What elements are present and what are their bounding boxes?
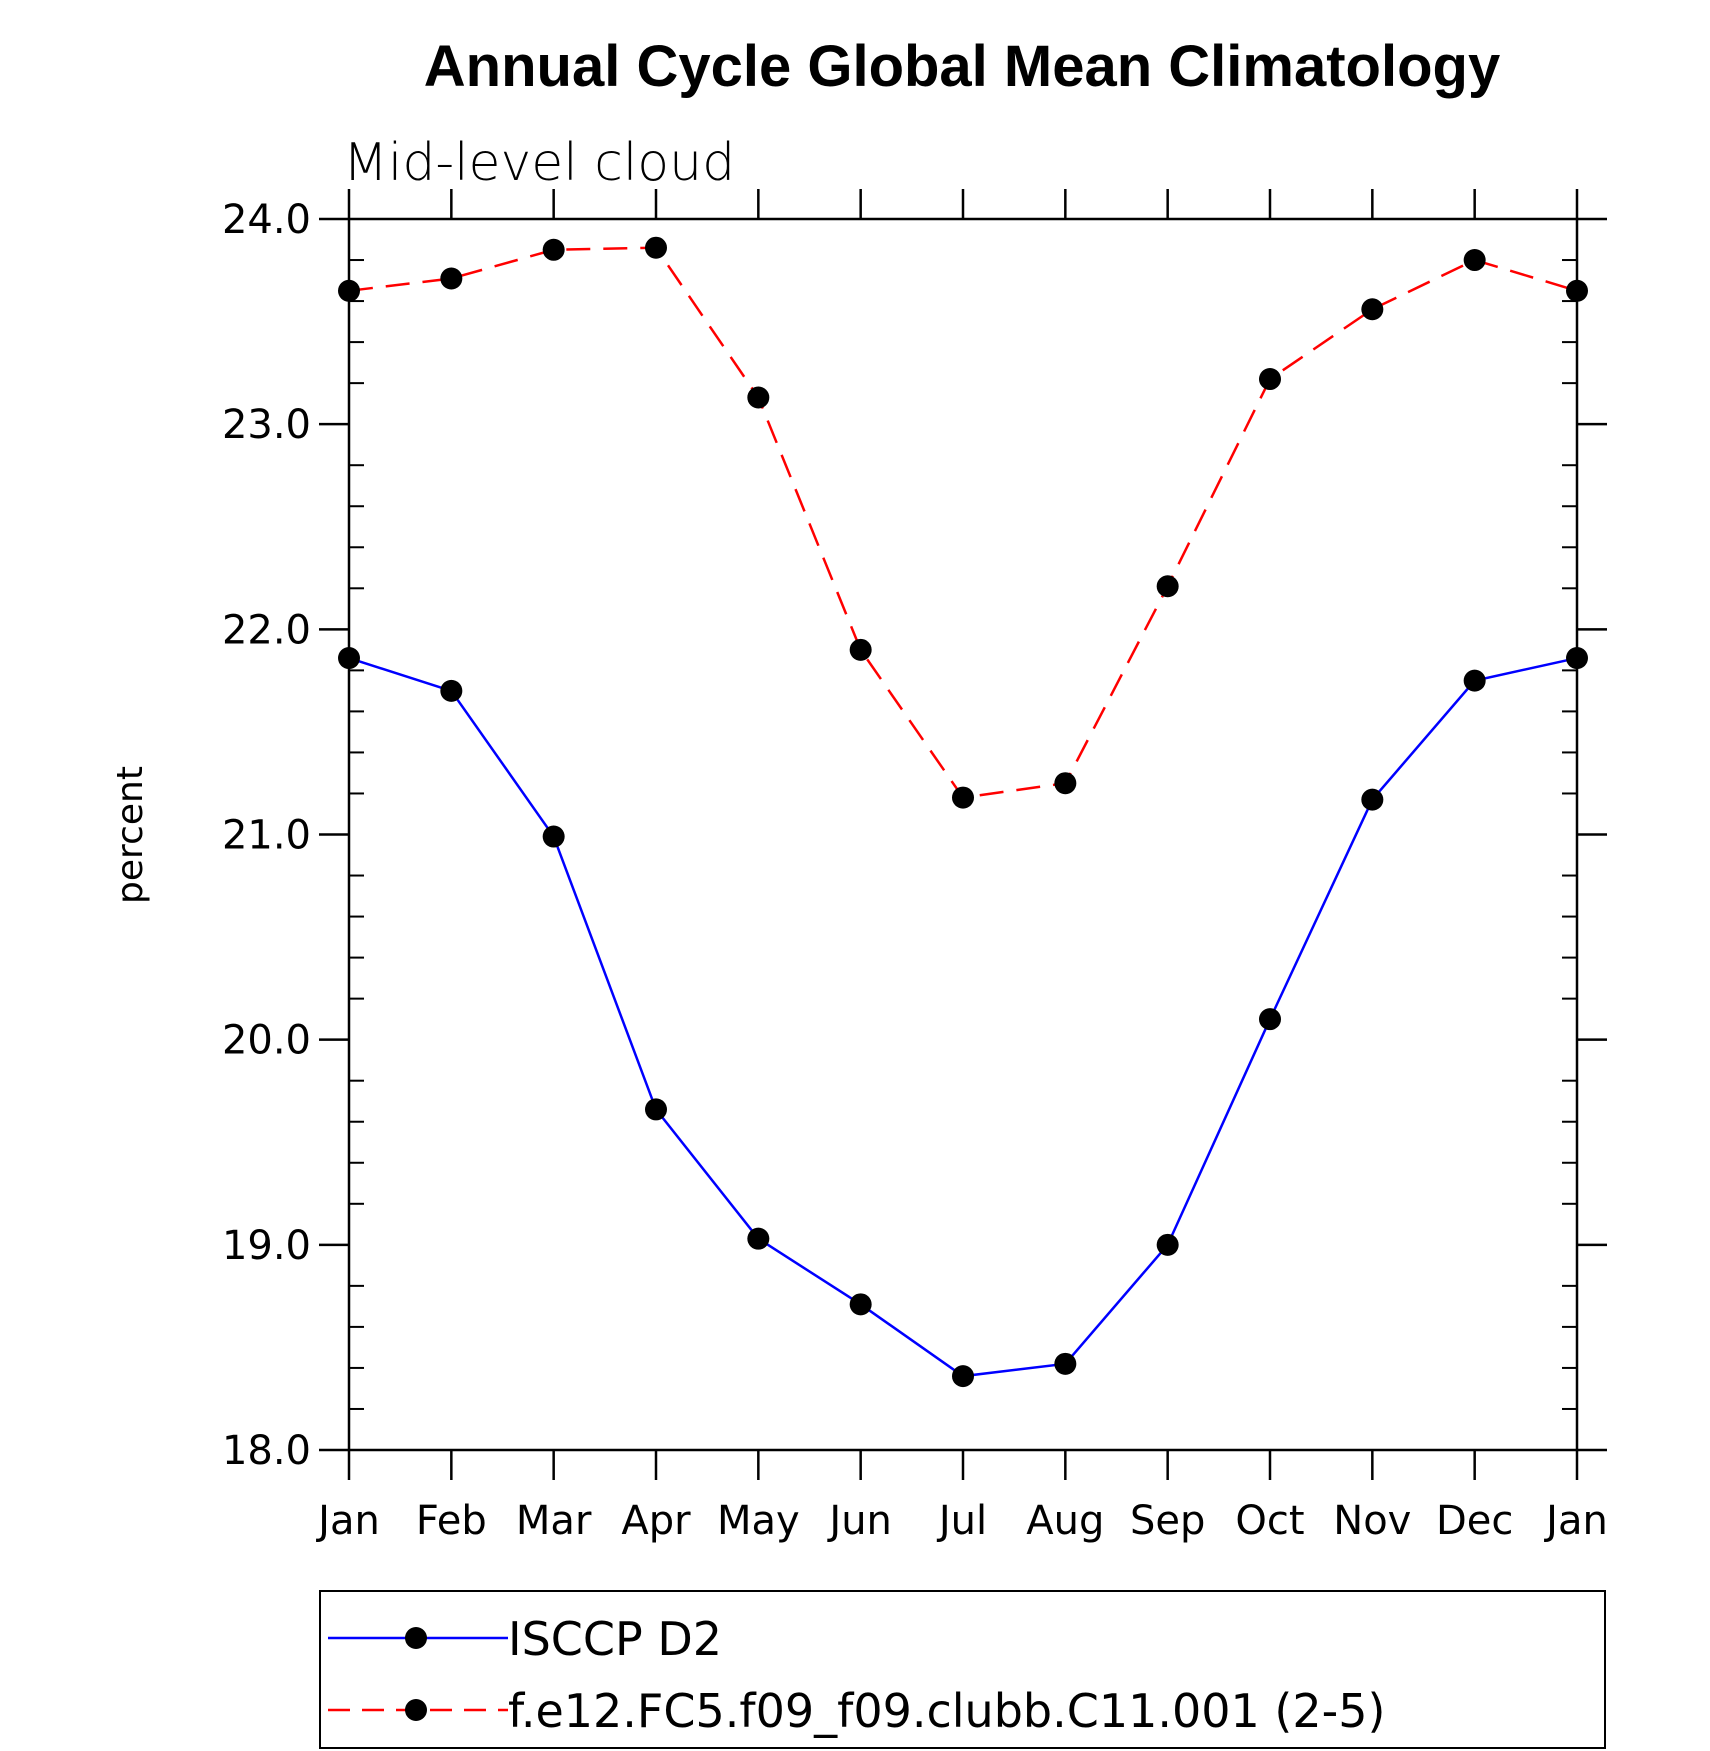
x-tick-label: Aug — [1026, 1498, 1104, 1544]
series-1-point — [1463, 249, 1486, 272]
x-tick-label: Oct — [1235, 1498, 1304, 1544]
series-1-point — [1259, 368, 1281, 391]
x-tick-label: Mar — [516, 1498, 592, 1544]
series-0-point — [542, 825, 565, 848]
x-tick-label: Nov — [1333, 1498, 1411, 1544]
series-0-point — [645, 1098, 667, 1121]
legend-marker-isccp — [405, 1627, 427, 1649]
series-0-point — [440, 679, 463, 702]
series-1-point — [849, 638, 872, 661]
series-0-point — [952, 1365, 974, 1388]
y-tick-label: 19.0 — [222, 1223, 311, 1269]
y-tick-label: 24.0 — [222, 197, 311, 243]
series-1-point — [1054, 772, 1077, 795]
series-line-0 — [348, 656, 1578, 1378]
x-tick-label: Feb — [416, 1498, 487, 1544]
series-1-point — [747, 386, 770, 409]
y-tick-label: 18.0 — [222, 1428, 311, 1474]
legend-marker-model — [405, 1699, 427, 1721]
x-tick-label: Jun — [826, 1498, 892, 1544]
series-0-point — [1566, 647, 1588, 670]
series-1-point — [1361, 298, 1384, 321]
series-0-point — [338, 647, 360, 670]
series-0-point — [1463, 669, 1486, 692]
series-0-point — [1054, 1352, 1077, 1375]
plot-frame — [347, 217, 1579, 1452]
x-tick-label: Sep — [1130, 1498, 1205, 1544]
series-1-point — [338, 279, 360, 302]
y-tick-label: 23.0 — [222, 402, 311, 448]
series-1-point — [1156, 575, 1179, 598]
y-axis-label: percent — [110, 766, 151, 904]
series-layer — [338, 236, 1588, 1388]
legend: ISCCP D2 f.e12.FC5.f09_f09.clubb.C11.001… — [319, 1590, 1606, 1749]
x-tick-label: Jan — [1543, 1498, 1608, 1544]
legend-label-isccp: ISCCP D2 — [508, 1612, 722, 1666]
x-tick-label: Jul — [936, 1498, 987, 1544]
series-0-point — [747, 1227, 770, 1250]
series-1-point — [542, 238, 565, 261]
series-1-point — [645, 236, 667, 259]
legend-box — [319, 1590, 1606, 1749]
y-tick-label: 20.0 — [222, 1018, 311, 1064]
legend-label-model: f.e12.FC5.f09_f09.clubb.C11.001 (2-5) — [508, 1684, 1385, 1738]
series-line-1 — [348, 246, 1578, 799]
chart-subtitle: Mid-level cloud — [343, 133, 735, 193]
y-ticks: 18.0 19.0 20.0 21.0 22.0 23.0 24.0 — [222, 197, 1607, 1474]
x-tick-label: May — [717, 1498, 800, 1544]
series-0-point — [1156, 1233, 1179, 1256]
series-0-point — [1259, 1008, 1281, 1031]
x-ticks: Jan Feb Mar Apr May Jun Jul Aug Sep Oct Nov Dec Jan — [315, 189, 1608, 1544]
x-tick-label: Dec — [1436, 1498, 1513, 1544]
series-1-point — [952, 786, 974, 809]
x-tick-label: Jan — [315, 1498, 380, 1544]
series-1-point — [440, 267, 463, 290]
series-0-point — [1361, 788, 1384, 811]
series-1-point — [1566, 279, 1588, 302]
y-tick-label: 21.0 — [222, 813, 311, 859]
x-tick-label: Apr — [621, 1498, 691, 1544]
chart-title: Annual Cycle Global Mean Climatology — [424, 34, 1500, 99]
series-0-point — [849, 1293, 872, 1316]
y-tick-label: 22.0 — [222, 607, 311, 653]
